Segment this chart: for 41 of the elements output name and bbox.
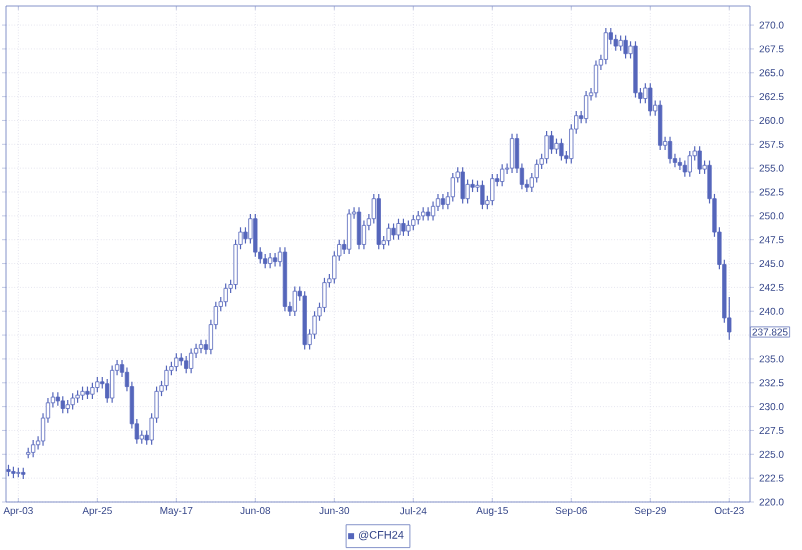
candlestick <box>480 179 485 210</box>
candlestick <box>198 339 204 354</box>
candlestick <box>425 206 431 222</box>
candlestick <box>667 136 673 164</box>
candlestick <box>643 82 648 104</box>
candlestick <box>174 352 179 372</box>
candlestick <box>376 193 381 250</box>
candlestick <box>509 133 515 174</box>
candlestick <box>534 158 539 184</box>
candlestick <box>164 365 169 391</box>
candlestick <box>544 130 549 164</box>
candlestick <box>396 218 401 241</box>
candlestick <box>500 163 505 187</box>
candlestick <box>677 157 683 171</box>
candlestick <box>347 208 352 255</box>
candlestick <box>248 213 253 245</box>
candlestick <box>450 172 455 203</box>
candlestick <box>687 150 692 178</box>
candlestick <box>549 130 554 155</box>
candlestick <box>223 282 228 308</box>
candlestick <box>648 82 653 117</box>
candlestick <box>490 173 495 206</box>
candlestick <box>593 59 599 99</box>
candlestick <box>603 27 608 65</box>
candlestick <box>253 213 258 258</box>
candlestick <box>322 277 327 313</box>
candlestick <box>658 99 663 151</box>
candlestick <box>460 166 465 205</box>
candlestick <box>272 252 278 268</box>
candlestick <box>697 145 702 175</box>
candlestick <box>430 200 436 222</box>
candlestick <box>189 347 194 374</box>
candlestick <box>623 34 628 60</box>
candlestick <box>386 222 391 247</box>
candlestick <box>559 137 564 162</box>
candlestick <box>633 40 638 99</box>
candlestick <box>292 285 297 317</box>
candlestick <box>465 179 470 205</box>
candlestick <box>583 90 589 124</box>
candlestick <box>356 206 362 250</box>
candlestick <box>110 365 115 404</box>
